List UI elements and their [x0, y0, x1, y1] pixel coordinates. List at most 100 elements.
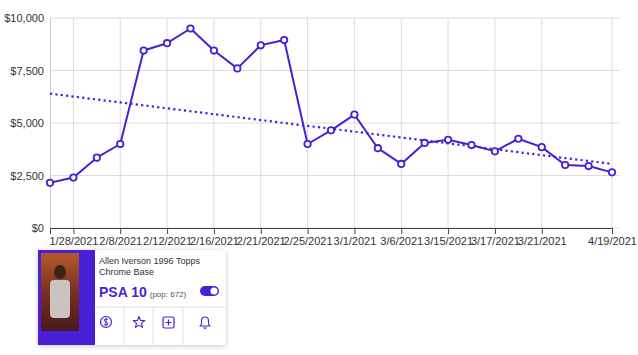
series-point	[445, 137, 451, 143]
x-tick: 3/1/2021	[334, 228, 377, 247]
y-tick-label: $7,500	[10, 65, 44, 77]
grid-line-x	[167, 18, 168, 228]
icon-divider	[153, 307, 154, 345]
x-tick-label: 2/21/2021	[237, 235, 286, 247]
grid-line-x	[307, 18, 308, 228]
series-point	[70, 174, 76, 180]
grid-line-x	[541, 18, 542, 228]
grid-line-x	[448, 18, 449, 228]
grid	[50, 18, 620, 228]
series-point	[375, 145, 381, 151]
y-tick-label: $5,000	[10, 117, 44, 129]
card-title: Allen Iverson 1996 Topps Chrome Base	[99, 256, 217, 278]
x-tick-label: 3/6/2021	[380, 235, 423, 247]
x-tick-mark	[495, 228, 496, 234]
grid-line-y	[50, 123, 620, 124]
x-tick: 4/19/2021	[588, 228, 637, 247]
card-image	[41, 253, 79, 331]
icon-alert[interactable]	[200, 317, 210, 328]
x-tick-label: 2/12/2021	[143, 235, 192, 247]
y-axis: $0 $2,500 $5,000 $7,500 $10,000	[4, 12, 50, 234]
x-tick: 2/21/2021	[237, 228, 286, 247]
x-tick-label: 3/1/2021	[334, 235, 377, 247]
series-point	[211, 47, 217, 53]
series-point	[492, 148, 498, 154]
x-tick-mark	[214, 228, 215, 234]
x-tick-mark	[261, 228, 262, 234]
x-tick-mark	[167, 228, 168, 234]
card-divider	[95, 307, 226, 308]
card-box[interactable]	[38, 250, 226, 345]
icon-add[interactable]	[163, 317, 174, 328]
y-tick: $5,000	[10, 117, 50, 129]
x-tick: 3/17/2021	[471, 228, 520, 247]
x-tick: 3/6/2021	[380, 228, 423, 247]
grid-line-y	[50, 70, 620, 71]
series-point	[539, 144, 545, 150]
x-tick: 3/21/2021	[518, 228, 567, 247]
icon-add-plus[interactable]	[166, 320, 172, 326]
icon-watch[interactable]	[133, 317, 144, 328]
toggle-track[interactable]	[200, 286, 219, 296]
x-tick-label: 3/21/2021	[518, 235, 567, 247]
chart-svg: $0 $2,500 $5,000 $7,500 $10,000 1/28/20212/8/…	[0, 0, 638, 355]
icon-price[interactable]	[101, 317, 112, 328]
toggle-knob[interactable]	[211, 288, 218, 295]
series-point	[164, 40, 170, 46]
grid-line-y	[50, 175, 620, 176]
series-point	[117, 141, 123, 147]
marks	[47, 25, 615, 186]
series-point	[351, 111, 357, 117]
x-tick: 2/16/2021	[190, 228, 239, 247]
x-tick-label: 3/15/2021	[424, 235, 473, 247]
x-tick: 2/12/2021	[143, 228, 192, 247]
grid-line-x	[494, 18, 495, 228]
x-tick-mark	[73, 228, 74, 234]
grid-line-x	[612, 18, 613, 228]
x-tick: 3/15/2021	[424, 228, 473, 247]
y-tick-label: $0	[32, 222, 44, 234]
series-point	[47, 180, 53, 186]
y-tick: $7,500	[10, 65, 50, 77]
series-point	[94, 154, 100, 160]
series-point	[468, 142, 474, 148]
card-player-body	[50, 280, 70, 318]
x-tick-mark	[612, 228, 613, 234]
y-tick-label: $2,500	[10, 170, 44, 182]
x-tick-mark	[354, 228, 355, 234]
x-tick-mark	[120, 228, 121, 234]
y-axis-line	[50, 19, 51, 229]
x-tick-mark	[448, 228, 449, 234]
card[interactable]	[38, 250, 226, 345]
card-grade: PSA 10	[99, 284, 147, 300]
card-player-head	[54, 265, 66, 279]
series-point	[421, 140, 427, 146]
series-point	[398, 161, 404, 167]
series-point	[140, 47, 146, 53]
grid-line-x	[120, 18, 121, 228]
x-tick: 2/8/2021	[99, 228, 142, 247]
x-tick-mark	[542, 228, 543, 234]
grid-line-x	[260, 18, 261, 228]
x-tick: 1/28/2021	[49, 228, 98, 247]
series-point	[304, 141, 310, 147]
icon-price-sign[interactable]	[104, 318, 108, 327]
grid-line-x	[73, 18, 74, 228]
series-point	[281, 37, 287, 43]
series-point	[187, 25, 193, 31]
icon-divider	[183, 307, 184, 345]
y-tick-label: $10,000	[4, 12, 44, 24]
series-point	[609, 169, 615, 175]
series-point	[234, 65, 240, 71]
series-line	[50, 94, 612, 164]
x-tick-label: 4/19/2021	[588, 235, 637, 247]
x-tick-mark	[308, 228, 309, 234]
icon-divider	[124, 307, 125, 345]
series-line	[50, 29, 612, 183]
grid-line-x	[401, 18, 402, 228]
series-point	[562, 162, 568, 168]
x-tick-label: 2/25/2021	[284, 235, 333, 247]
x-axis-line	[51, 229, 613, 235]
x-tick-label: 2/16/2021	[190, 235, 239, 247]
y-tick: $2,500	[10, 170, 50, 182]
